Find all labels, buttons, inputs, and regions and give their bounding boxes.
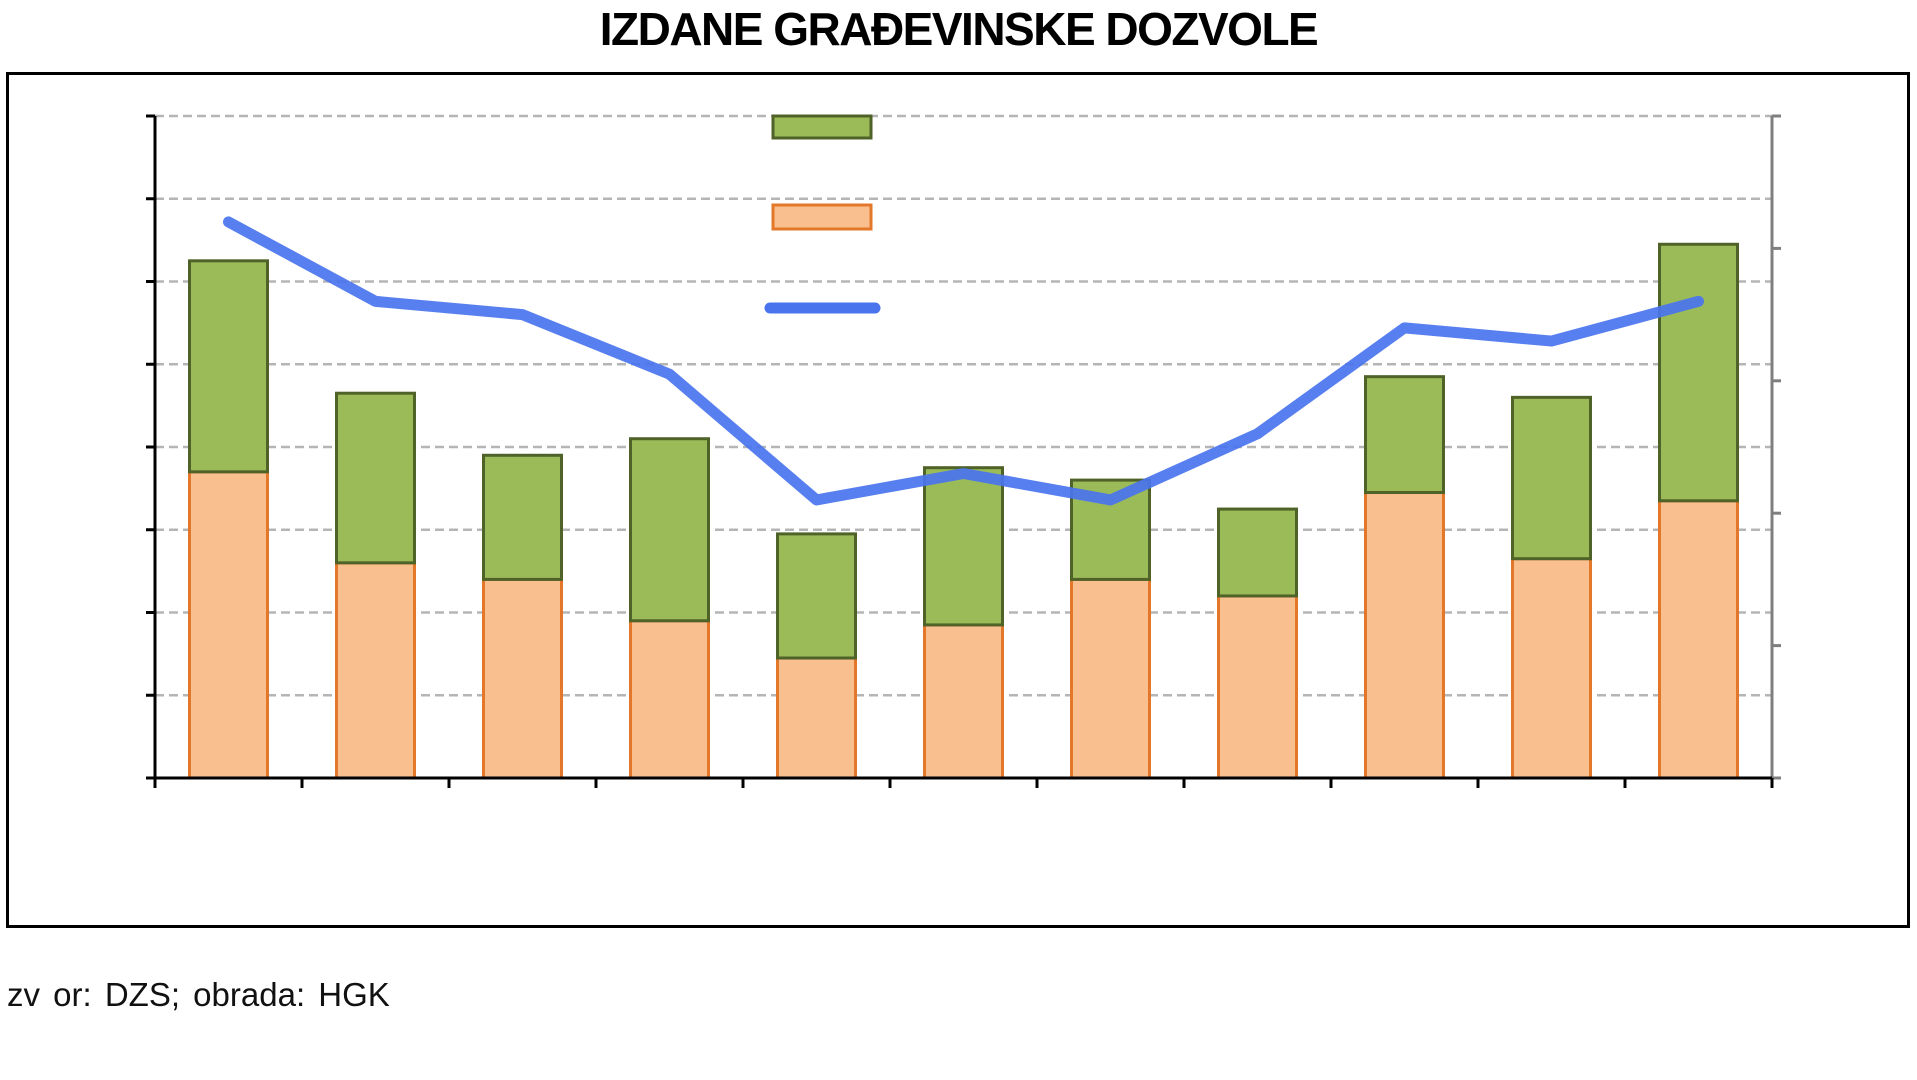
bar-segment-s2 <box>482 453 563 581</box>
bar-segment-s2 <box>335 391 416 565</box>
line-series <box>223 216 1704 506</box>
legend-swatch-s1 <box>771 203 873 231</box>
chart-frame <box>6 72 1910 928</box>
bar-segment-s2 <box>1364 375 1445 495</box>
bar-segment-s1 <box>482 577 563 780</box>
bar-segment-s2 <box>1217 507 1298 598</box>
line-series-path <box>223 216 1704 506</box>
bar-segment-s2 <box>776 532 857 660</box>
source-note: zv or: DZS; obrada: HGK <box>7 976 390 1013</box>
grid-lines <box>155 114 1772 697</box>
axes <box>146 114 1781 788</box>
bar-segment-s2 <box>1658 242 1739 503</box>
bar-segment-s1 <box>1217 594 1298 780</box>
bar-segment-s2 <box>1511 395 1592 561</box>
bar-segment-s1 <box>1658 499 1739 780</box>
bar-segment-s1 <box>1364 491 1445 780</box>
bar-segment-s1 <box>188 470 269 780</box>
bar-segment-s1 <box>629 619 710 780</box>
bar-segment-s1 <box>335 561 416 780</box>
legend-swatch-s2 <box>771 114 873 140</box>
bar-segment-s2 <box>188 259 269 474</box>
bar-segment-s1 <box>1511 557 1592 780</box>
bar-segment-s1 <box>1070 577 1151 780</box>
chart-title: IZDANE GRAĐEVINSKE DOZVOLE <box>599 3 1319 55</box>
bar-segment-s2 <box>923 466 1004 627</box>
bar-segment-s2 <box>629 437 710 623</box>
bar-segment-s1 <box>923 623 1004 780</box>
legend <box>764 114 881 314</box>
bar-segment-s1 <box>776 656 857 780</box>
bars <box>188 242 1739 780</box>
